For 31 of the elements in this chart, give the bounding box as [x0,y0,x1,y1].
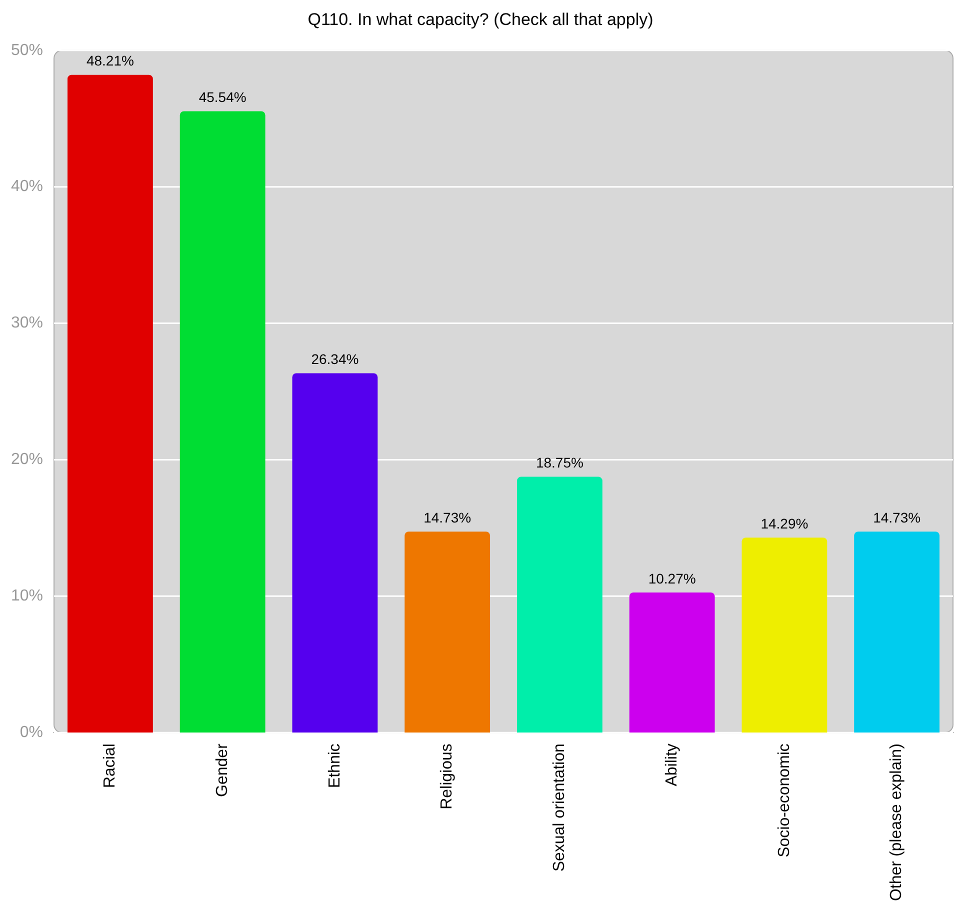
y-tick-label: 50% [10,42,44,59]
y-tick-label: 0% [20,724,44,741]
x-tick-label: Socio-economic [776,744,793,858]
y-tick-label: 40% [10,178,44,196]
bar [68,74,153,733]
data-label: 14.73% [873,509,921,526]
x-tick-label: Gender [214,742,231,797]
x-tick-label: Religious [438,744,456,810]
y-tick-label: 30% [10,314,44,332]
data-label: 45.54% [198,89,246,106]
bar [516,476,602,733]
x-tick-label: Other (please explain) [888,744,906,902]
bar [404,532,490,733]
data-label: 26.34% [311,351,359,368]
x-tick-label: Racial [102,744,119,788]
x-tick-label: Ethnic [326,744,344,788]
y-tick-label: 10% [10,588,44,605]
data-label: 10.27% [648,570,696,586]
data-label: 14.73% [424,509,472,526]
bar [180,111,266,733]
bar [629,592,715,733]
bar [854,532,940,733]
bar [292,373,378,733]
y-tick-label: 20% [10,451,44,468]
chart-title: Q110. In what capacity? (Check all that apply) [308,10,654,29]
data-label: 18.75% [536,454,584,471]
x-tick-label: Sexual orientation [551,744,568,872]
x-tick-label: Ability [663,744,680,786]
data-label: 14.29% [760,515,808,532]
bar [742,538,828,733]
data-label: 48.21% [86,52,134,69]
